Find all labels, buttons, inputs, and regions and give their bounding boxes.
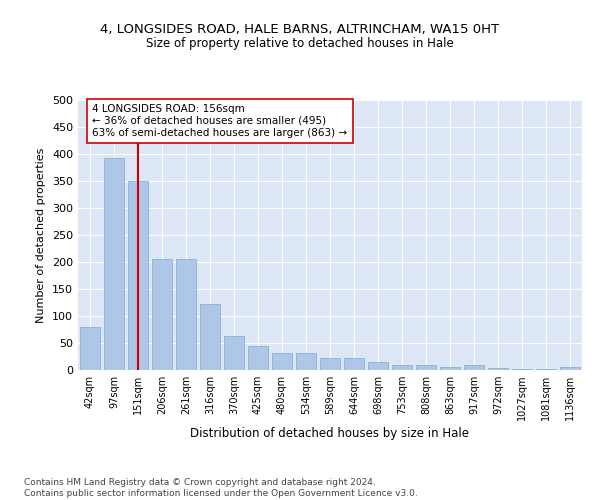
Text: Contains HM Land Registry data © Crown copyright and database right 2024.
Contai: Contains HM Land Registry data © Crown c… — [24, 478, 418, 498]
Bar — [200, 304, 220, 370]
Bar — [176, 260, 196, 370]
Bar — [560, 368, 580, 370]
Text: 4 LONGSIDES ROAD: 156sqm
← 36% of detached houses are smaller (495)
63% of semi-: 4 LONGSIDES ROAD: 156sqm ← 36% of detach… — [92, 104, 347, 138]
Bar — [464, 364, 484, 370]
Bar — [104, 158, 124, 370]
Bar — [80, 327, 100, 370]
Bar — [320, 358, 340, 370]
Bar — [392, 364, 412, 370]
Bar — [488, 368, 508, 370]
Bar — [224, 336, 244, 370]
Bar — [296, 352, 316, 370]
Bar — [344, 358, 364, 370]
Bar — [128, 181, 148, 370]
Bar — [536, 369, 556, 370]
Bar — [248, 346, 268, 370]
X-axis label: Distribution of detached houses by size in Hale: Distribution of detached houses by size … — [191, 428, 470, 440]
Text: Size of property relative to detached houses in Hale: Size of property relative to detached ho… — [146, 38, 454, 51]
Text: 4, LONGSIDES ROAD, HALE BARNS, ALTRINCHAM, WA15 0HT: 4, LONGSIDES ROAD, HALE BARNS, ALTRINCHA… — [100, 22, 500, 36]
Bar — [440, 367, 460, 370]
Bar — [368, 362, 388, 370]
Bar — [272, 352, 292, 370]
Bar — [416, 364, 436, 370]
Y-axis label: Number of detached properties: Number of detached properties — [37, 148, 46, 322]
Bar — [512, 369, 532, 370]
Bar — [152, 260, 172, 370]
